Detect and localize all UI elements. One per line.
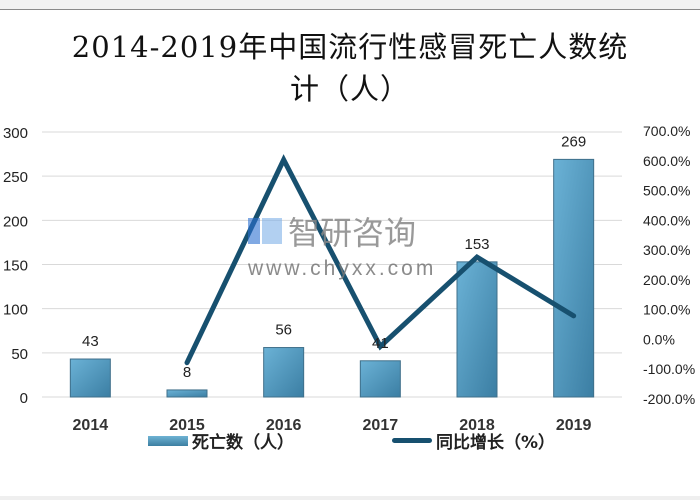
watermark-brand: 智研咨询 <box>288 214 416 252</box>
left-axis-tick: 0 <box>20 390 28 407</box>
right-axis-tick: 100.0% <box>643 302 690 318</box>
bar <box>263 347 305 398</box>
bar <box>553 158 595 398</box>
watermark-url: www.chyxx.com <box>247 257 436 280</box>
right-axis-tick: 500.0% <box>643 183 690 199</box>
data-label: 153 <box>464 236 489 253</box>
right-axis-tick: 200.0% <box>643 272 690 288</box>
watermark-logo-icon <box>262 218 282 244</box>
x-axis-tick: 2017 <box>363 417 399 434</box>
legend-item-line[interactable]: 同比增长（%） <box>392 428 555 453</box>
right-axis-tick: -100.0% <box>643 361 695 377</box>
left-axis-tick: 300 <box>3 125 28 142</box>
right-axis-tick: 300.0% <box>643 242 690 258</box>
x-axis-tick: 2015 <box>169 417 205 434</box>
x-axis-tick: 2019 <box>556 417 592 434</box>
left-axis-tick: 250 <box>3 169 28 186</box>
right-axis-tick: 700.0% <box>643 123 690 139</box>
right-axis-tick: 600.0% <box>643 153 690 169</box>
x-axis-tick: 2016 <box>266 417 302 434</box>
top-border <box>0 0 700 10</box>
x-axis-tick: 2018 <box>459 417 495 434</box>
left-axis-tick: 50 <box>11 346 28 363</box>
chart-title-line1: 2014-2019年中国流行性感冒死亡人数统 <box>71 30 629 64</box>
legend-line-swatch <box>392 438 432 443</box>
legend: 死亡数（人） 同比增长（%） <box>0 428 700 453</box>
right-axis-tick: 400.0% <box>643 212 690 228</box>
data-label: 56 <box>275 322 292 339</box>
right-axis-tick: 0.0% <box>643 331 675 347</box>
x-axis-tick: 2014 <box>73 417 109 434</box>
data-label: 269 <box>561 133 586 150</box>
legend-bar-swatch <box>148 435 188 446</box>
bar <box>456 261 498 398</box>
chart-title-line2: 计（人） <box>289 72 410 106</box>
left-axis-tick: 200 <box>3 213 28 230</box>
legend-bar-label: 死亡数（人） <box>192 433 294 453</box>
bar <box>359 360 401 398</box>
data-label: 43 <box>82 333 99 350</box>
watermark-logo-icon <box>248 218 260 244</box>
data-label: 41 <box>372 335 389 352</box>
bottom-border <box>0 496 700 500</box>
data-label: 8 <box>183 364 191 381</box>
legend-item-bar[interactable]: 死亡数（人） <box>148 428 294 453</box>
chart-title: 2014-2019年中国流行性感冒死亡人数统 计（人） <box>0 26 700 110</box>
bar <box>166 389 208 398</box>
left-axis-tick: 150 <box>3 258 28 275</box>
legend-line-label: 同比增长（%） <box>436 433 556 453</box>
left-axis-tick: 100 <box>3 302 28 319</box>
right-axis-tick: -200.0% <box>643 391 695 407</box>
bar <box>69 358 111 398</box>
